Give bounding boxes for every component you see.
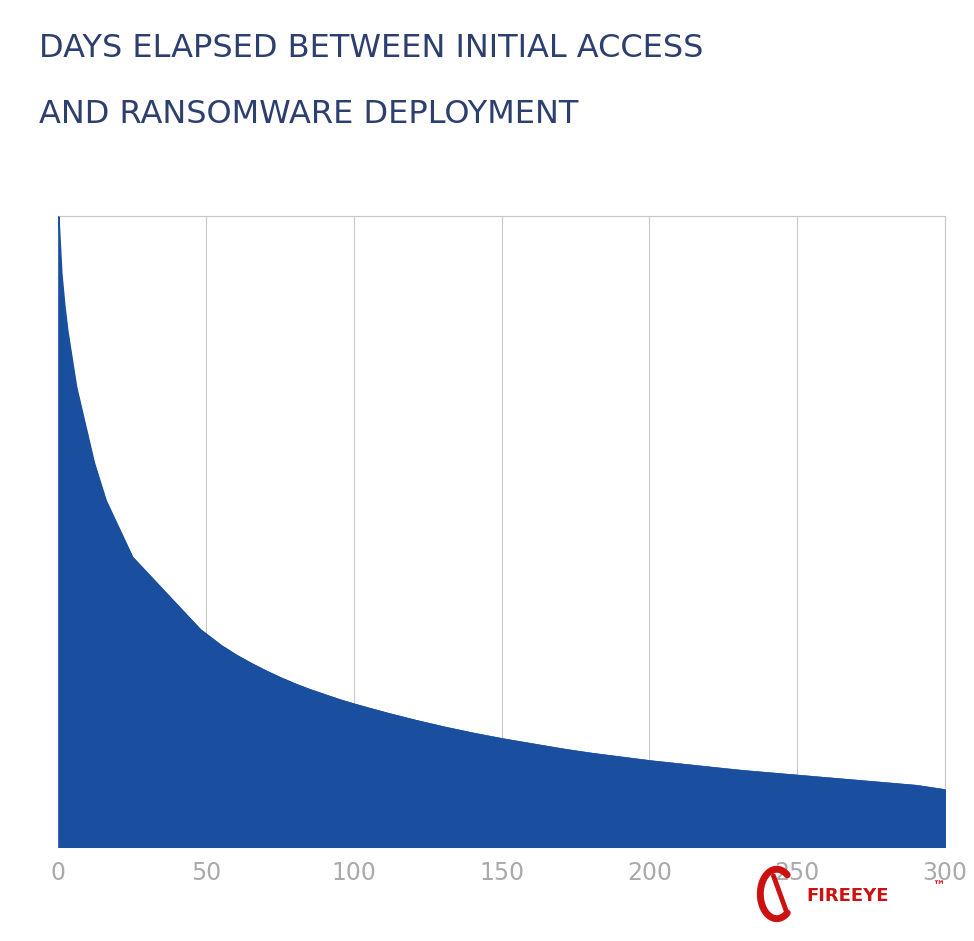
Text: DAYS ELAPSED BETWEEN INITIAL ACCESS: DAYS ELAPSED BETWEEN INITIAL ACCESS [39,33,703,64]
Text: ™: ™ [932,880,945,893]
Text: FIREEYE: FIREEYE [806,886,889,905]
Text: AND RANSOMWARE DEPLOYMENT: AND RANSOMWARE DEPLOYMENT [39,99,579,130]
